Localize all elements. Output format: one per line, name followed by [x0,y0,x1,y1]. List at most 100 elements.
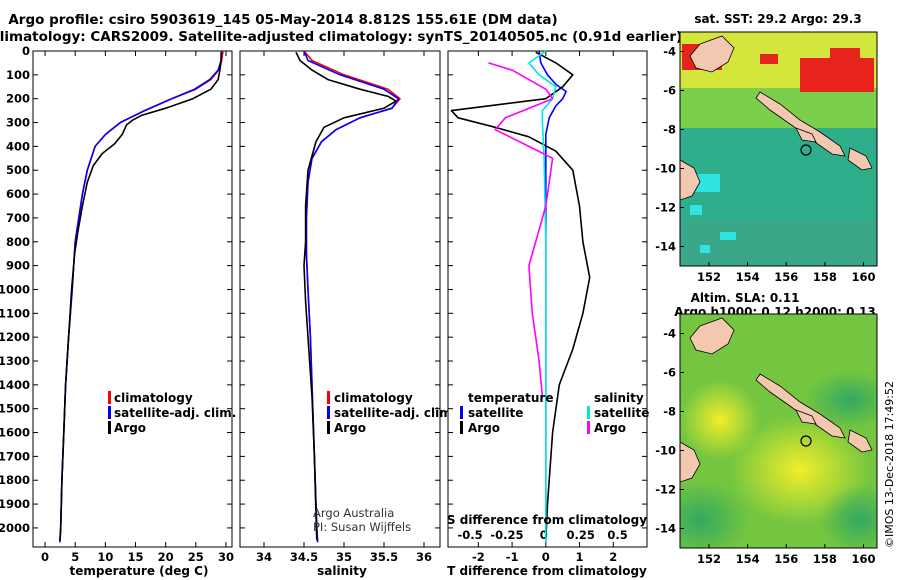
figure-title-line1: Argo profile: csiro 5903619_145 05-May-2… [8,12,557,28]
map-lat-label: -8 [663,123,676,137]
credit-institution: Argo Australia [313,506,394,520]
s-difference-xlabel: S difference from climatology [447,513,647,527]
sst-map-panel: sat. SST: 29.2 Argo: 29.3 152 154 156 158 16… [655,12,878,284]
salinity-legend: climatology satellite-adj. clim. Argo [327,391,456,435]
depth-tick-label: 1800 [0,473,30,487]
map-lon-label: 158 [813,270,837,284]
map-lon-label: 154 [736,270,760,284]
depth-tick-label: 300 [6,116,30,130]
temperature-lines [59,50,224,543]
imos-timestamp: ©IMOS 13-Dec-2018 17:49:52 [883,381,896,548]
x-tick-label: -2 [472,550,485,564]
legend-s-satellite-label: satellite [594,406,649,420]
difference-plot-frame [447,50,648,548]
depth-tick-label: 1500 [0,402,30,416]
depth-tick-label: 500 [6,163,30,177]
sst-map-title: sat. SST: 29.2 Argo: 29.3 [694,12,861,26]
legend-satellite-swatch [327,406,330,419]
temperature-legend: climatology satellite-adj. clim. Argo [108,391,236,435]
legend-argo-swatch [327,421,330,434]
sst-cool-patch [720,232,736,240]
argo-position-marker [800,144,812,156]
temperature-plot-frame [32,50,233,548]
map-lon-label: 158 [813,552,837,566]
s-diff-tick-label: -0.25 [490,528,523,542]
salinity-axis: 34 34.5 35 35.5 36 [256,51,432,564]
map-lat-label: -14 [655,522,676,536]
depth-axis: 0 100 200 300 400 500 600 700 800 900 1000 1100 1200… [0,44,232,535]
s-difference-axis: -0.5 -0.25 0 0.25 0.5 [458,528,628,542]
salinity-plot-frame [239,50,441,548]
map-lat-label: -8 [663,405,676,419]
sst-warm-patch [830,48,860,62]
series-line-s-argo [488,62,554,397]
depth-tick-label: 1300 [0,354,30,368]
sst-warm-patch [760,54,778,64]
argo-position-marker [800,435,812,447]
x-tick-label: 35.5 [370,550,398,564]
x-tick-label: 36 [416,550,432,564]
x-tick-label: -1 [506,550,519,564]
legend-t-argo-swatch [460,421,463,434]
depth-tick-label: 400 [6,139,30,153]
sst-cool-patch [700,245,710,253]
s-diff-tick-label: 0.25 [566,528,594,542]
map-lon-label: 156 [774,552,798,566]
legend-s-argo-label: Argo [594,421,626,435]
map-lon-label: 152 [697,270,721,284]
map-lat-label: -6 [663,366,676,380]
depth-tick-label: 800 [6,235,30,249]
depth-tick-label: 600 [6,187,30,201]
map-lon-label: 160 [851,270,875,284]
map-lon-label: 152 [697,552,721,566]
legend-climatology-label: climatology [334,391,413,405]
legend-t-argo-label: Argo [468,421,500,435]
s-diff-tick-label: -0.5 [458,528,483,542]
depth-tick-label: 1200 [0,330,30,344]
depth-tick-label: 2000 [0,521,30,535]
depth-tick-label: 100 [6,68,30,82]
temperature-axis: 0 5 10 15 20 25 30 [41,51,234,564]
series-line-s-satellite [528,50,557,543]
legend-salinity-title: salinity [594,391,644,405]
x-tick-label: 34.5 [290,550,318,564]
legend-satellite-label: satellite-adj. clim. [334,406,456,420]
legend-s-satellite-swatch [587,406,590,419]
series-line-argo [59,52,222,540]
legend-argo-label: Argo [334,421,366,435]
temperature-panel: 0100200300400500600700800900100011001200… [0,44,236,578]
salinity-lines [295,50,401,543]
legend-argo-swatch [108,421,111,434]
legend-climatology-swatch [327,391,330,404]
depth-tick-label: 1400 [0,378,30,392]
map-lat-label: -10 [655,162,676,176]
x-tick-label: 10 [97,550,113,564]
depth-tick-label: 700 [6,211,30,225]
sla-map-field [680,314,877,548]
sla-map-axes: 152 154 156 158 160 -4 -6 -8 -10 -12 -14 [655,327,875,567]
depth-tick-label: 900 [6,259,30,273]
x-tick-label: 35 [336,550,352,564]
difference-panel: -2 -1 0 1 2 -0.5 -0.25 0 0.25 0.5 T difference f… [447,50,649,578]
sla-map-panel: Altim. SLA: 0.11 Argo h1000: 0.12 h2000:… [655,291,878,567]
difference-lines [450,50,591,543]
legend-argo-label: Argo [114,421,146,435]
depth-tick-label: 1700 [0,449,30,463]
salinity-panel: 34 34.5 35 35.5 36 salinity climatology sate… [239,50,456,578]
legend-temperature-title: temperature [468,391,553,405]
map-lat-label: -14 [655,240,676,254]
credit-pi: PI: Susan Wijffels [313,520,411,534]
depth-tick-label: 1600 [0,426,30,440]
temperature-xlabel: temperature (deg C) [70,564,209,578]
sst-warm-patch [800,58,874,92]
sla-map-title: Altim. SLA: 0.11 [691,291,800,305]
map-lat-label: -10 [655,444,676,458]
legend-satellite-label: satellite-adj. clim. [114,406,236,420]
map-lat-label: -4 [663,45,676,59]
difference-legend: temperature satellite Argo salinity sate… [460,391,649,435]
x-tick-label: 0 [542,550,550,564]
legend-s-argo-swatch [587,421,590,434]
t-difference-xlabel: T difference from climatology [447,564,647,578]
map-lat-label: -6 [663,84,676,98]
